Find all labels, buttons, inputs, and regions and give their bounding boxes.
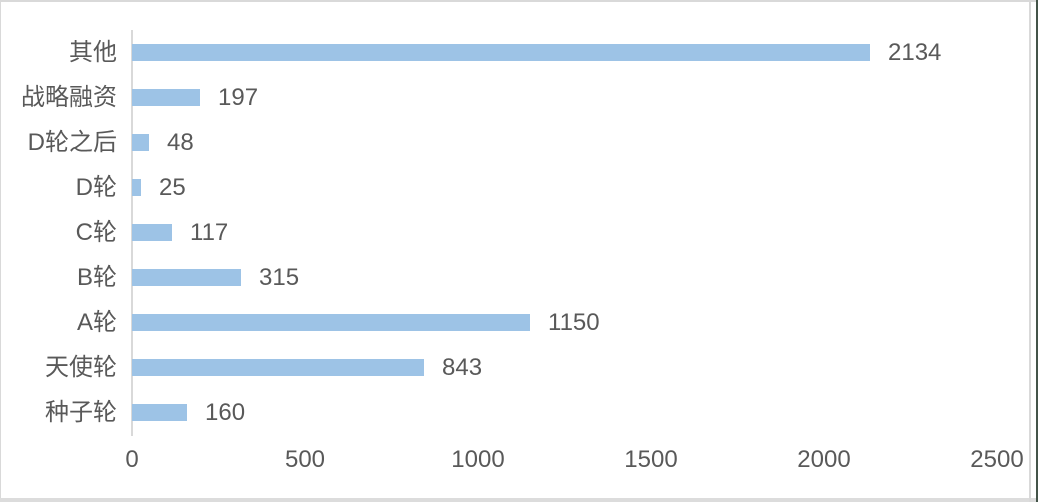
bar-2 (132, 89, 200, 106)
x-tick-label: 1000 (451, 446, 505, 473)
screen-edge-strip (1036, 0, 1038, 502)
category-label: 天使轮 (45, 354, 117, 381)
data-label: 160 (205, 399, 246, 426)
data-label: 117 (190, 219, 229, 246)
data-label: 315 (259, 264, 300, 291)
category-label: 战略融资 (21, 84, 117, 111)
x-tick-label: 1500 (624, 446, 678, 473)
x-tick-label: 500 (284, 446, 326, 473)
data-label: 843 (442, 354, 483, 381)
window-border-bottom (0, 498, 1038, 502)
bar-4 (132, 179, 141, 196)
window-border-right (1029, 0, 1031, 502)
x-tick-label: 2500 (970, 446, 1024, 473)
data-label: 25 (159, 174, 186, 201)
category-label: 其他 (69, 39, 117, 66)
bar-3 (132, 134, 149, 151)
bar-9 (132, 404, 187, 421)
category-label: 种子轮 (45, 399, 117, 426)
category-label: D轮之后 (27, 129, 117, 156)
category-label: D轮 (75, 174, 117, 201)
category-label: C轮 (75, 219, 117, 246)
x-tick-label: 2000 (797, 446, 851, 473)
data-label: 197 (218, 84, 259, 111)
bar-1 (132, 44, 870, 61)
x-tick-label: 0 (125, 446, 139, 473)
bar-7 (132, 314, 530, 331)
bar-5 (132, 224, 172, 241)
bar-6 (132, 269, 241, 286)
data-label: 2134 (888, 39, 942, 66)
window-border-top (0, 0, 1038, 2)
bar-8 (132, 359, 424, 376)
category-label: B轮 (76, 264, 117, 291)
data-label: 48 (167, 129, 194, 156)
category-label: A轮 (76, 309, 117, 336)
window-border-left (0, 0, 1, 502)
data-label: 1150 (548, 309, 600, 336)
